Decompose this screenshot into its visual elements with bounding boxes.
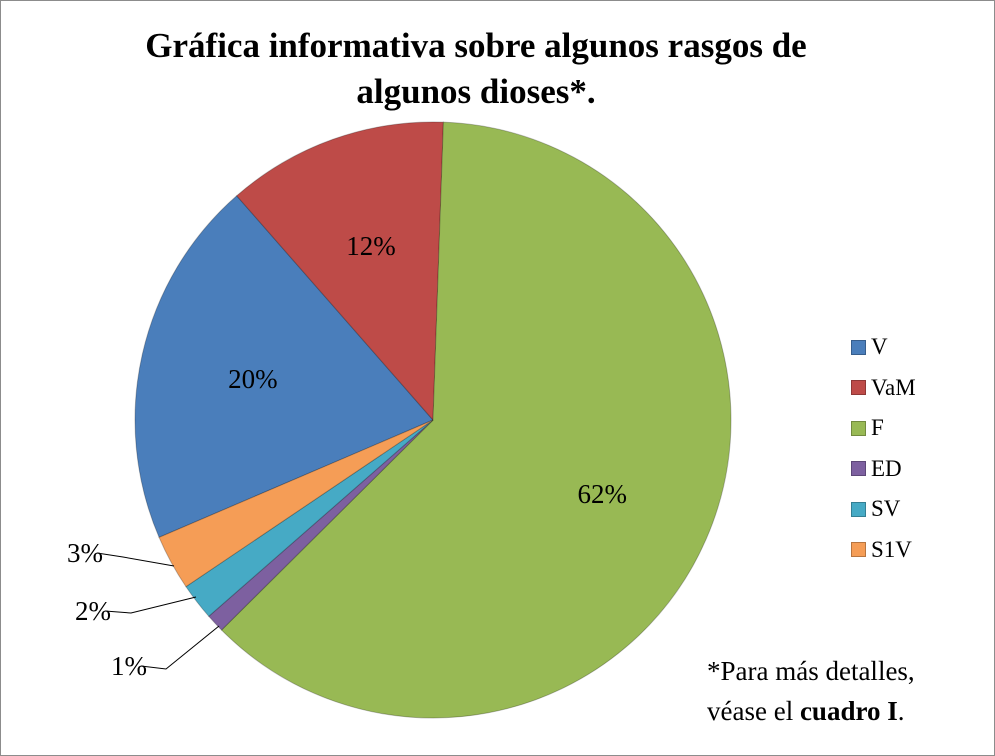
data-label-ed: 1% (111, 651, 147, 681)
legend-item-vam: VaM (851, 368, 916, 409)
legend-swatch (851, 461, 866, 477)
chart-title-line-1: Gráfica informativa sobre algunos rasgos… (145, 26, 807, 65)
pie-slice-f (220, 121, 732, 719)
data-label-sv: 2% (75, 596, 111, 626)
legend-label: VaM (871, 374, 916, 400)
leader-line-sv (104, 596, 197, 614)
pie-slice-ed (208, 419, 434, 631)
chart-title-line-2: algunos dioses*. (356, 72, 596, 111)
pie-slice-vam (236, 121, 444, 422)
legend-item-sv: SV (851, 489, 916, 530)
legend-item-f: F (851, 408, 916, 449)
leader-line-ed (140, 625, 220, 670)
legend-label: SV (871, 496, 901, 522)
legend-item-s1v: S1V (851, 530, 916, 571)
legend-swatch (851, 501, 866, 517)
data-label-vam: 12% (346, 231, 396, 261)
footnote-reference: cuadro I (799, 696, 898, 726)
footnote: *Para más detalles, véase el cuadro I. (707, 651, 915, 731)
footnote-text: véase el (707, 696, 800, 726)
legend-swatch (851, 380, 866, 396)
footnote-line-1: *Para más detalles, (707, 656, 915, 686)
leader-line-s1v (96, 552, 175, 567)
legend-swatch (851, 339, 866, 355)
legend: V VaM F ED SV S1V (851, 327, 916, 570)
legend-label: V (871, 334, 888, 360)
legend-label: S1V (871, 536, 912, 562)
legend-label: F (871, 415, 884, 441)
legend-item-v: V (851, 327, 916, 368)
footnote-line-2: véase el cuadro I. (707, 691, 915, 731)
pie-slice-v (134, 195, 434, 539)
legend-swatch (851, 542, 866, 558)
legend-item-ed: ED (851, 449, 916, 490)
pie-slice-s1v (158, 419, 434, 588)
pie-slice-sv (185, 419, 434, 617)
footnote-period: . (897, 696, 905, 726)
legend-swatch (851, 420, 866, 436)
data-label-f: 62% (578, 479, 628, 509)
chart-title: Gráfica informativa sobre algunos rasgos… (61, 23, 891, 115)
legend-label: ED (871, 455, 902, 481)
data-label-v: 20% (228, 364, 278, 394)
data-label-s1v: 3% (67, 538, 103, 568)
